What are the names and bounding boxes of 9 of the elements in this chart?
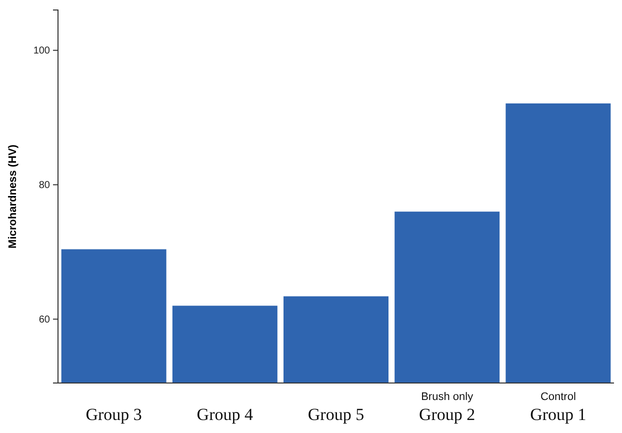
x-tick-label: Group 3 — [86, 405, 142, 424]
x-tick-label: Group 4 — [196, 405, 254, 424]
y-tick-label: 100 — [33, 46, 50, 57]
y-axis-title: Microhardness (HV) — [7, 144, 19, 248]
x-tick-label: Group 5 — [308, 405, 364, 424]
y-tick-label: 60 — [38, 314, 50, 326]
x-tick-label: Brush only Group 2 — [418, 391, 476, 424]
y-tick-label: 80 — [38, 180, 50, 191]
x-tick-label: Control Group 1 — [530, 391, 586, 424]
